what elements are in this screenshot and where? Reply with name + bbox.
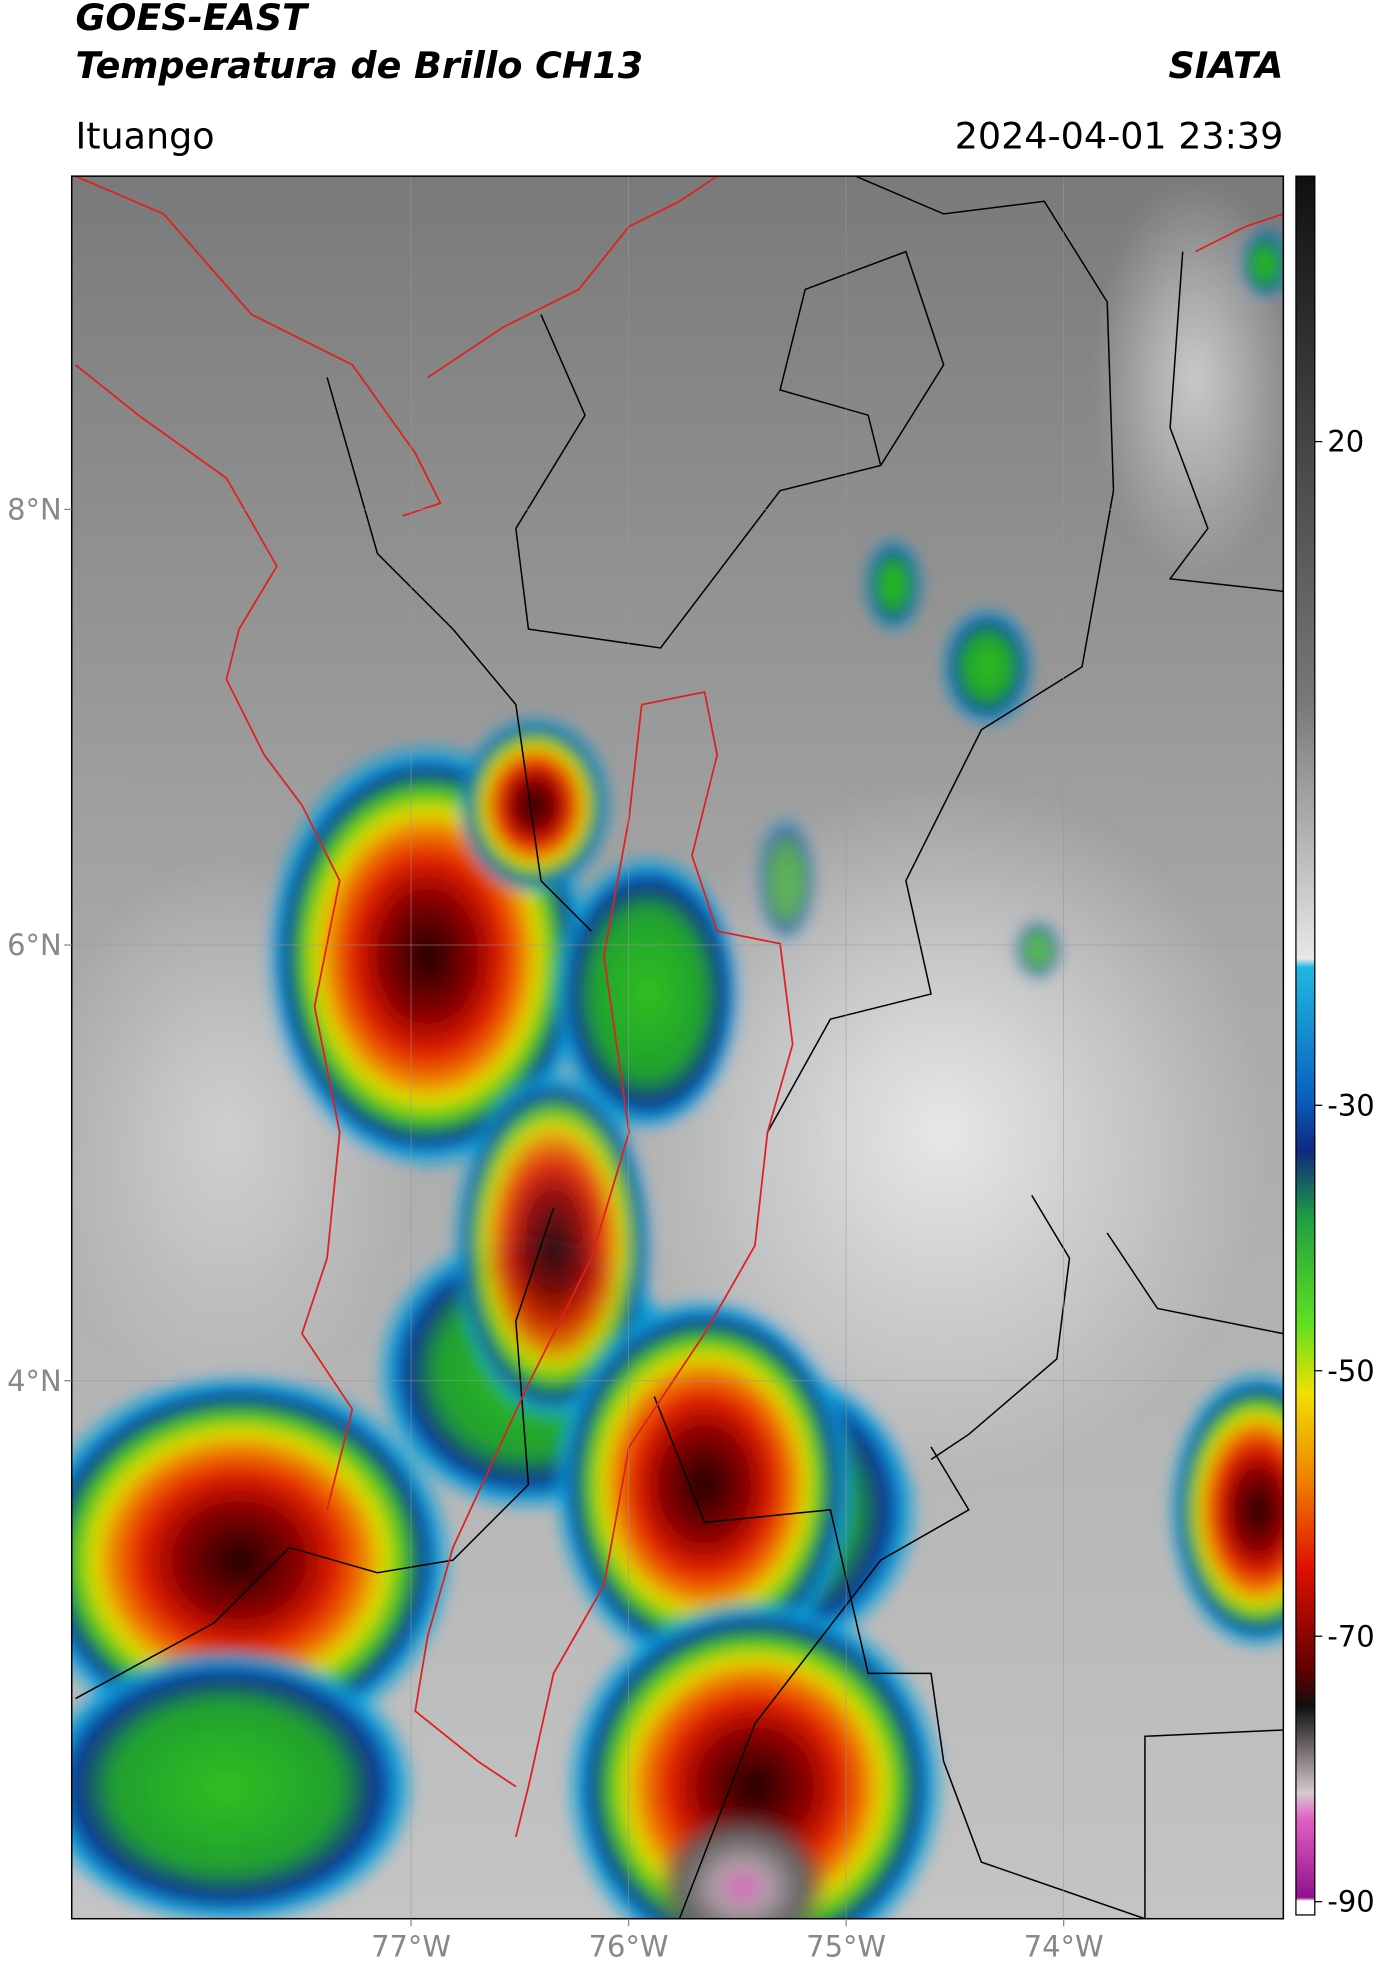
storm bbox=[71, 1371, 453, 1749]
storm bbox=[1239, 228, 1284, 300]
colorbar-tick-label: -90 bbox=[1327, 1885, 1374, 1919]
colorbar-tick-label: -50 bbox=[1327, 1354, 1374, 1388]
storm bbox=[943, 610, 1032, 724]
border bbox=[326, 377, 592, 932]
overshooting-top bbox=[654, 1811, 831, 1919]
x-tick-label: 76°W bbox=[589, 1929, 669, 1963]
border bbox=[653, 1396, 1146, 1919]
colorbar-tick-label: -30 bbox=[1327, 1088, 1374, 1122]
coast bbox=[74, 364, 354, 1511]
boundary bbox=[515, 690, 794, 1838]
border bbox=[930, 1194, 1071, 1461]
y-tick-label: 8°N bbox=[7, 492, 62, 526]
x-tick-label: 77°W bbox=[371, 1929, 451, 1963]
colorbar-tick-label: -70 bbox=[1327, 1619, 1374, 1653]
coast bbox=[1194, 213, 1284, 253]
cloud bbox=[1094, 176, 1284, 579]
storm bbox=[566, 1597, 944, 1919]
storm bbox=[71, 1648, 416, 1919]
border bbox=[1106, 1232, 1284, 1335]
storm bbox=[553, 855, 743, 1133]
datetime: 2024-04-01 23:39 bbox=[955, 114, 1284, 157]
borders bbox=[75, 176, 1284, 1919]
border bbox=[1144, 1729, 1284, 1919]
x-tick-label: 75°W bbox=[806, 1929, 886, 1963]
source: SIATA bbox=[1168, 44, 1283, 87]
border bbox=[1168, 251, 1284, 593]
storm bbox=[459, 717, 611, 894]
boundary bbox=[414, 704, 643, 1788]
colorbar bbox=[1295, 175, 1316, 1916]
grid bbox=[71, 176, 1284, 1919]
map-frame bbox=[70, 175, 1285, 1920]
border bbox=[515, 250, 945, 649]
storm bbox=[452, 1069, 655, 1422]
y-tick-label: 6°N bbox=[7, 928, 62, 962]
storm bbox=[865, 541, 921, 630]
border bbox=[766, 176, 1115, 1133]
storm bbox=[1012, 918, 1064, 982]
cloud bbox=[616, 780, 1271, 1485]
coast bbox=[427, 176, 718, 379]
storm bbox=[1170, 1371, 1284, 1649]
coast bbox=[75, 176, 442, 517]
satellite-image bbox=[71, 176, 1284, 1919]
title: GOES-EAST bbox=[75, 0, 310, 39]
cloud-field bbox=[71, 176, 1284, 1919]
subtitle: Temperatura de Brillo CH13 bbox=[75, 44, 643, 87]
storm bbox=[754, 817, 818, 944]
colorbar-tick-label: 20 bbox=[1327, 425, 1364, 459]
y-tick-label: 4°N bbox=[7, 1364, 62, 1398]
x-tick-label: 74°W bbox=[1024, 1929, 1104, 1963]
coastline bbox=[74, 176, 1284, 1838]
location: Ituango bbox=[75, 114, 214, 157]
border bbox=[75, 1207, 555, 1700]
storm bbox=[553, 1295, 856, 1674]
border bbox=[678, 1446, 970, 1919]
